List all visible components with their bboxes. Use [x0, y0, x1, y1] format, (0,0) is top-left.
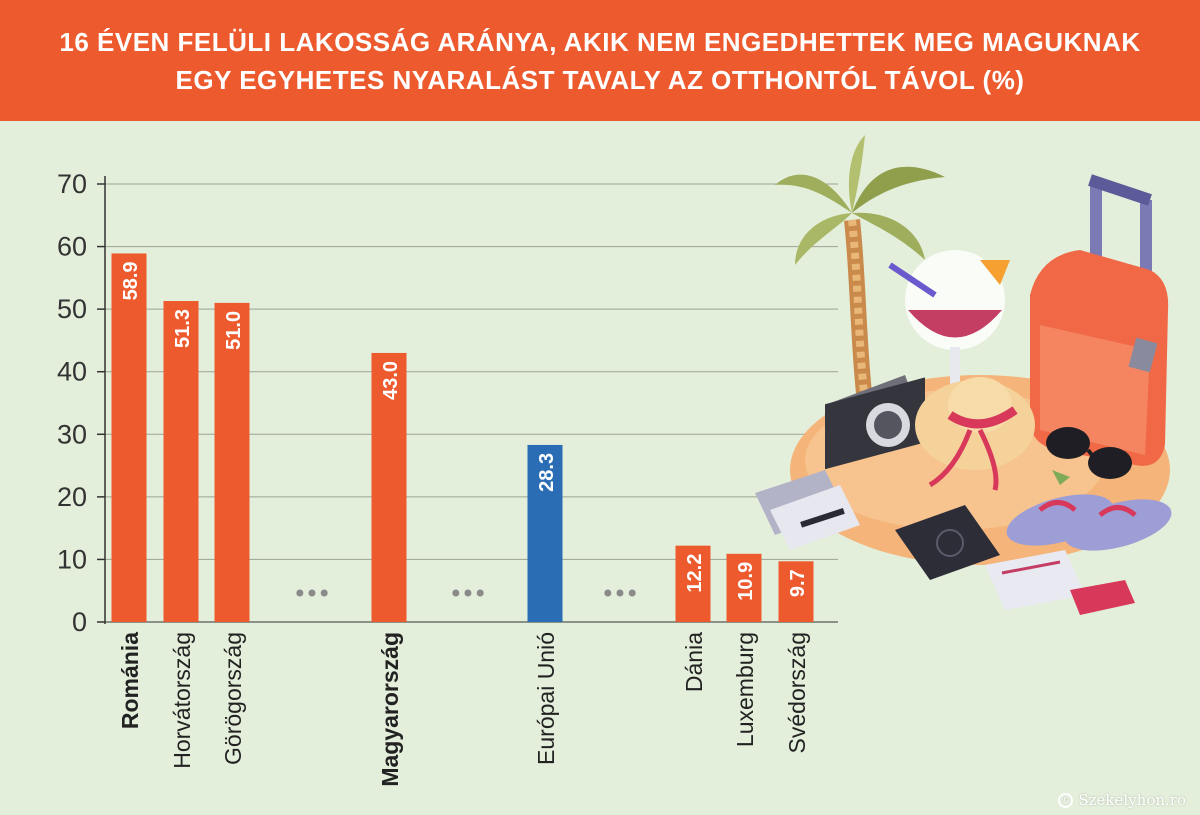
vacation-illustration: [755, 135, 1172, 615]
x-tick-label: Európai Unió: [533, 632, 559, 765]
x-tick-label: Dánia: [681, 632, 707, 692]
chart-title-line-2: EGY EGYHETES NYARALÁST TAVALY AZ OTTHONT…: [175, 64, 1025, 95]
data-label: 43.0: [380, 361, 402, 400]
bar: [527, 444, 563, 622]
credit-card-icon: [755, 470, 860, 550]
bar: [111, 253, 147, 622]
data-label: 28.3: [536, 453, 558, 492]
data-label: 51.0: [223, 311, 245, 350]
passport-icon: [895, 505, 1000, 580]
bar: [726, 553, 762, 622]
watermark: © Székelyhon.ro: [1058, 791, 1186, 809]
y-tick-label: 30: [57, 419, 87, 449]
x-tick-label: Görögország: [220, 632, 246, 765]
gap-marker: •••: [601, 580, 637, 608]
data-label: 12.2: [684, 554, 706, 593]
x-tick-label: Horvátország: [169, 632, 195, 769]
x-tick-label: Magyarország: [377, 632, 403, 787]
bar: [371, 352, 407, 622]
y-tick-label: 20: [57, 482, 87, 512]
copyright-icon: ©: [1058, 792, 1074, 808]
camera-icon: [825, 375, 925, 470]
bar: [675, 545, 711, 622]
bar: [214, 302, 250, 622]
data-label: 10.9: [735, 562, 757, 601]
y-tick-label: 50: [57, 294, 87, 324]
data-label: 51.3: [172, 309, 194, 348]
sun-hat-icon: [915, 377, 1035, 491]
bar: [163, 301, 199, 622]
bar-chart: 0 10 20 30 40 50 60 70 58.9 Románia 51.3 Horvátorsz…: [57, 169, 838, 787]
chart-title-line-1: 16 ÉVEN FELÜLI LAKOSSÁG ARÁNYA, AKIK NEM…: [59, 26, 1141, 57]
y-tick-label: 40: [57, 357, 87, 387]
data-label: 9.7: [787, 569, 809, 597]
y-tick-label: 60: [57, 232, 87, 262]
data-label: 58.9: [120, 261, 142, 300]
bar: [778, 561, 814, 622]
flip-flops-icon: [1006, 470, 1172, 551]
palm-tree-icon: [775, 135, 945, 394]
watermark-text: Székelyhon.ro: [1078, 791, 1186, 809]
y-tick-label: 70: [57, 169, 87, 199]
y-tick-label: 10: [57, 544, 87, 574]
gap-marker: •••: [293, 580, 329, 608]
title-banner: 16 ÉVEN FELÜLI LAKOSSÁG ARÁNYA, AKIK NEM…: [0, 0, 1200, 121]
gap-marker: •••: [449, 580, 485, 608]
x-tick-label: Luxemburg: [732, 632, 758, 747]
suitcase-icon: [1030, 174, 1169, 466]
y-tick-label: 0: [72, 607, 87, 637]
ticket-icon: [985, 550, 1135, 615]
x-tick-label: Románia: [117, 632, 143, 729]
x-tick-label: Svédország: [784, 632, 810, 753]
sunglasses-icon: [1046, 427, 1132, 479]
